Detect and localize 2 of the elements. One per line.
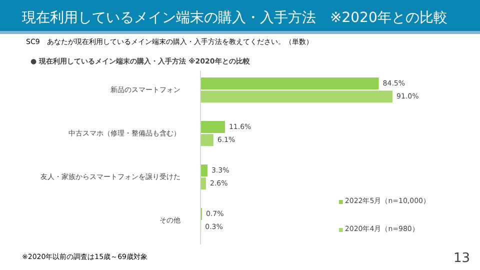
chart-title: 現在利用しているメイン端末の購入・入手方法 ※2020年との比較 [22, 9, 448, 28]
text: 13 [453, 250, 470, 268]
